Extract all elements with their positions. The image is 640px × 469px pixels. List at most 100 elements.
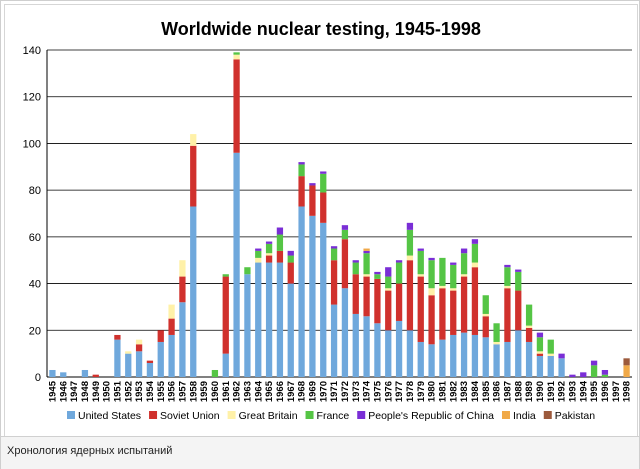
x-tick-label: 1985: [481, 380, 492, 402]
bar-segment: [406, 260, 414, 331]
bar-segment: [536, 353, 544, 356]
y-tick-label: 0: [35, 372, 41, 384]
bar-segment: [265, 255, 273, 263]
x-tick-label: 1986: [492, 381, 503, 402]
x-tick-label: 1994: [578, 380, 589, 402]
bar-segment: [211, 369, 219, 377]
bar-segment: [287, 283, 294, 377]
bar-segment: [504, 264, 511, 268]
bar-segment: [330, 248, 338, 261]
bar-segment: [536, 351, 544, 354]
bar-segment: [352, 313, 359, 377]
bar-segment: [233, 152, 240, 377]
bar-segment: [569, 374, 576, 377]
bar-segment: [493, 344, 500, 377]
bar-segment: [547, 339, 554, 354]
legend-swatch: [501, 411, 510, 419]
bar-segment: [623, 365, 630, 377]
bar-segment: [482, 337, 489, 377]
y-tick-label: 140: [23, 45, 41, 57]
bar-segment: [179, 260, 186, 277]
bar-segment: [125, 351, 132, 354]
bar-segment: [190, 134, 197, 146]
bar-segment: [222, 274, 229, 277]
bar-segment: [471, 239, 479, 244]
bar-segment: [309, 185, 316, 216]
bar-segment: [601, 374, 609, 377]
bar-segment: [363, 253, 370, 275]
y-tick-label: 20: [29, 325, 41, 337]
x-tick-label: 1967: [286, 381, 297, 402]
bar-segment: [471, 262, 479, 268]
y-tick-label: 80: [29, 185, 41, 197]
bar-segment: [287, 255, 294, 263]
x-tick-label: 1958: [188, 381, 199, 402]
bar-segment: [406, 222, 414, 230]
bar-segment: [460, 248, 468, 254]
x-tick-label: 1966: [275, 381, 286, 402]
bar-segment: [146, 360, 154, 363]
x-tick-label: 1960: [210, 381, 221, 402]
x-tick-label: 1976: [383, 381, 394, 402]
bar-segment: [135, 351, 143, 377]
bar-segment: [385, 267, 392, 277]
bar-segment: [309, 183, 316, 186]
bar-segment: [439, 288, 446, 340]
caption-text: Хронология ядерных испытаний: [7, 445, 173, 457]
x-tick-label: 1979: [416, 381, 427, 402]
bar-segment: [341, 288, 349, 377]
bar-segment: [450, 262, 457, 265]
x-tick-label: 1947: [69, 381, 80, 402]
bar-segment: [222, 353, 229, 377]
bar-segment: [179, 302, 186, 377]
bar-segment: [320, 192, 327, 223]
x-tick-label: 1996: [600, 381, 611, 402]
bar-segment: [352, 260, 359, 263]
chart-area: Worldwide nuclear testing, 1945-1998 0 20…: [4, 4, 638, 437]
bar-segment: [320, 171, 327, 174]
bar-segment: [536, 337, 544, 352]
bar-segment: [590, 360, 598, 366]
legend-label: Pakistan: [555, 410, 595, 422]
bar-segment: [385, 288, 392, 291]
bar-segment: [439, 339, 446, 377]
bar-segment: [471, 243, 479, 263]
bar-segment: [330, 246, 338, 249]
x-tick-label: 1945: [47, 380, 58, 402]
bar-segment: [168, 304, 175, 319]
x-tick-label: 1951: [112, 380, 123, 402]
x-tick-label: 1949: [91, 381, 102, 402]
bar-segment: [471, 267, 479, 335]
bar-segment: [363, 250, 370, 254]
bar-segment: [428, 288, 435, 296]
bar-segment: [168, 318, 175, 335]
bar-segment: [460, 332, 468, 377]
bar-segment: [168, 334, 175, 377]
x-tick-label: 1970: [318, 381, 329, 402]
x-tick-label: 1973: [351, 381, 362, 402]
bar-segment: [352, 274, 359, 314]
bar-segment: [385, 276, 392, 289]
bar-segment: [92, 374, 99, 377]
x-tick-label: 1991: [546, 380, 557, 402]
bar-segment: [179, 276, 186, 303]
bar-segment: [320, 222, 327, 377]
x-tick-label: 1954: [145, 380, 156, 402]
bar-segment: [233, 54, 240, 60]
bar-segment: [309, 215, 316, 377]
bar-segment: [363, 276, 370, 317]
bar-segment: [81, 369, 89, 377]
bar-segment: [255, 257, 262, 263]
bar-segment: [536, 355, 544, 377]
x-tick-label: 1987: [502, 381, 513, 402]
x-tick-label: 1992: [557, 381, 568, 402]
bar-segment: [265, 243, 273, 254]
bar-segment: [558, 353, 565, 359]
bar-segment: [406, 229, 414, 256]
bar-segment: [417, 248, 424, 251]
legend-label: People's Republic of China: [368, 410, 494, 422]
bar-segment: [233, 52, 240, 55]
bar-segment: [428, 295, 435, 345]
y-tick-label: 100: [23, 138, 41, 150]
